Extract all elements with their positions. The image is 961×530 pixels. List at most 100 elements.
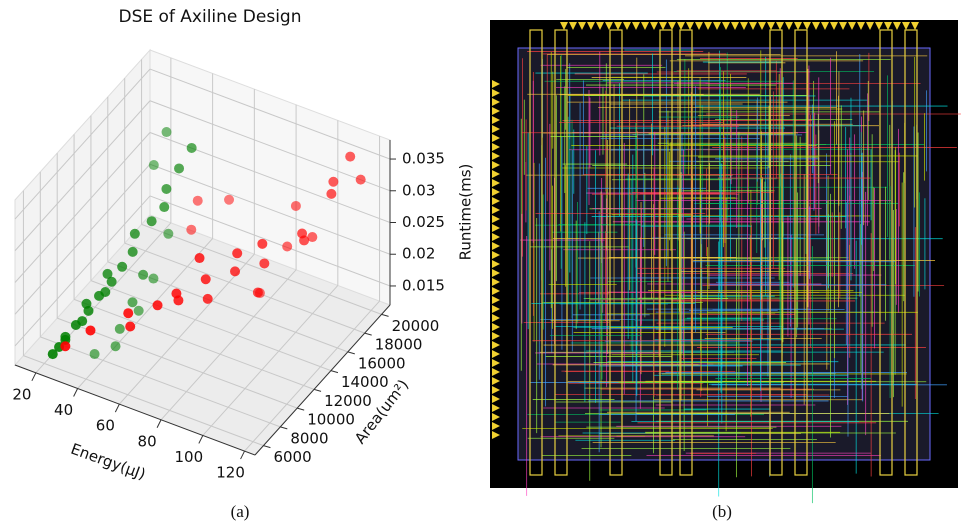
x-tick-label: 120 (216, 464, 245, 482)
z-tick-label: 0.025 (402, 213, 445, 231)
pin (492, 197, 500, 205)
tick-mark (31, 372, 37, 382)
point (47, 349, 58, 360)
point (232, 248, 243, 259)
point (257, 238, 268, 249)
point (148, 273, 159, 284)
pin (492, 170, 500, 178)
point (200, 274, 211, 285)
pin (740, 22, 748, 30)
tick-mark (73, 388, 79, 397)
tick-mark (114, 403, 120, 413)
pin (492, 278, 500, 286)
pin (492, 134, 500, 142)
point (127, 297, 138, 308)
point (133, 305, 144, 316)
pin (713, 22, 721, 30)
point (174, 163, 185, 174)
y-tick-label: 12000 (324, 392, 372, 410)
pin (695, 22, 703, 30)
pin (677, 22, 685, 30)
point (299, 235, 310, 246)
z-tick-label: 0.02 (402, 245, 435, 263)
point (125, 321, 136, 332)
x-tick-label: 100 (175, 448, 204, 466)
pin (492, 152, 500, 160)
caption: (a) (231, 502, 250, 521)
tick-mark (330, 370, 339, 374)
power-strap (794, 29, 808, 476)
pin (492, 206, 500, 214)
pin (668, 22, 676, 30)
pin (821, 22, 829, 30)
tick-mark (364, 332, 372, 336)
point (123, 308, 134, 319)
point (345, 151, 356, 162)
y-tick-label: 14000 (341, 373, 389, 391)
tick-mark (263, 445, 271, 449)
point (85, 325, 96, 336)
point (254, 288, 265, 299)
point (89, 349, 100, 360)
point (186, 224, 197, 235)
grid-line (14, 132, 151, 283)
pin (614, 22, 622, 30)
grid-line (118, 253, 255, 405)
grid-line (202, 285, 339, 436)
power-strap (769, 29, 783, 476)
pin (560, 22, 568, 30)
grid-line (57, 317, 298, 409)
grid-line (14, 163, 151, 315)
pin (492, 323, 500, 331)
point (60, 341, 71, 352)
point (60, 331, 71, 342)
tick-mark (347, 351, 355, 355)
z-tick-label: 0.035 (402, 150, 445, 168)
z-tick-label: 0.015 (402, 276, 445, 294)
z-axis-label: Runtime(ms) (457, 164, 475, 261)
pin (492, 188, 500, 196)
pin (902, 22, 910, 30)
pin (830, 22, 838, 30)
pin (641, 22, 649, 30)
point (100, 286, 111, 297)
pin (492, 125, 500, 133)
grid-line (244, 300, 380, 452)
pin (767, 22, 775, 30)
power-strap (659, 29, 673, 476)
tick-mark (381, 313, 389, 317)
y-tick-label: 16000 (358, 354, 406, 372)
tick-mark (240, 450, 246, 460)
pin (875, 22, 883, 30)
point (230, 266, 241, 277)
grid-line (90, 280, 332, 372)
pin (578, 22, 586, 30)
point (127, 246, 138, 257)
grid-line (73, 298, 315, 390)
grid-line (23, 355, 264, 447)
pin (812, 22, 820, 30)
point (106, 276, 117, 287)
grid-line (40, 336, 281, 428)
pin (893, 22, 901, 30)
pin (492, 215, 500, 223)
grid-line (124, 242, 365, 334)
point (163, 228, 174, 239)
x-tick-label: 60 (96, 417, 115, 435)
grid-line (77, 238, 213, 389)
pin (492, 107, 500, 115)
point (148, 160, 159, 171)
pin (492, 98, 500, 106)
point (114, 323, 125, 334)
pin (659, 22, 667, 30)
power-strap (529, 29, 543, 476)
y-axis (254, 304, 391, 456)
pin (785, 22, 793, 30)
grid-line (149, 163, 391, 255)
point (138, 269, 149, 280)
power-strap (609, 29, 623, 476)
grid-line (160, 269, 297, 421)
point (194, 253, 205, 264)
x-tick-label: 80 (138, 432, 157, 450)
